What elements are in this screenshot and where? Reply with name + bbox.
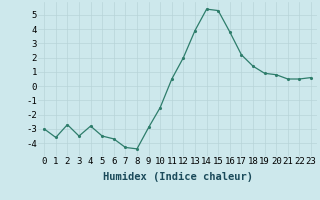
X-axis label: Humidex (Indice chaleur): Humidex (Indice chaleur): [103, 172, 252, 182]
